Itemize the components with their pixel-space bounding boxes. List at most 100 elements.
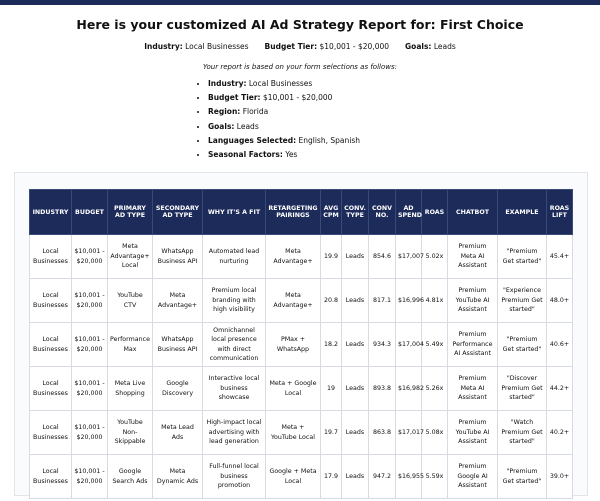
table-cell: Meta + Google Local [265,366,321,411]
table-cell: Leads [341,454,369,499]
table-cell: Interactive local business showcase [202,366,266,411]
column-header: RETARGETING PAIRINGS [265,189,321,235]
selection-item: Industry: Local Businesses [208,77,600,91]
summary-value: Local Businesses [185,42,249,51]
table-cell: "Premium Get started" [497,454,547,499]
column-header: INDUSTRY [29,189,72,235]
table-cell: Google + Meta Local [265,454,321,499]
table-cell: 5.26x [421,366,448,411]
table-cell: $17,007 [395,234,424,279]
selection-item: Region: Florida [208,105,600,119]
table-cell: Local Businesses [29,322,72,367]
summary-item: Goals: Leads [405,42,456,51]
table-cell: $10,001 - $20,000 [71,278,108,323]
summary-item: Budget Tier: $10,001 - $20,000 [265,42,389,51]
selection-item: Seasonal Factors: Yes [208,148,600,162]
table-cell: 947.2 [368,454,396,499]
table-cell: Leads [341,234,369,279]
table-cell: $16,955 [395,454,424,499]
table-cell: Premium YouTube AI Assistant [447,410,498,455]
table-cell: Leads [341,322,369,367]
table-cell: Leads [341,278,369,323]
table-cell: PMax + WhatsApp [265,322,321,367]
summary-label: Industry: [144,42,183,51]
column-header: CONV NO. [368,189,396,235]
table-cell: WhatsApp Business API [152,322,203,367]
table-cell: "Premium Get started" [497,322,547,367]
table-cell: Meta Advantage+ [152,278,203,323]
table-cell: 19.7 [320,410,342,455]
table-cell: Omnichannel local presence with direct c… [202,322,266,367]
table-cell: Leads [341,410,369,455]
table-cell: "Experience Premium Get started" [497,278,547,323]
table-cell: Premium Meta AI Assistant [447,234,498,279]
table-cell: Premium YouTube AI Assistant [447,278,498,323]
table-cell: Local Businesses [29,410,72,455]
table-body: Local Businesses $10,001 - $20,000 Meta Ad… [29,234,573,499]
table-cell: "Watch Premium Get started" [497,410,547,455]
table-cell: 17.9 [320,454,342,499]
table-cell: Premium Meta AI Assistant [447,366,498,411]
column-header: AVG CPM [320,189,342,235]
table-cell: $17,004 [395,322,424,367]
selection-label: Goals: [208,121,235,131]
table-cell: Full-funnel local business promotion [202,454,266,499]
column-header: WHY IT'S A FIT [202,189,266,235]
table-cell: 44.2+ [546,366,573,411]
table-cell: $10,001 - $20,000 [71,454,108,499]
column-header: CHATBOT [447,189,498,235]
table-cell: $10,001 - $20,000 [71,322,108,367]
selection-value: Yes [285,150,298,160]
header-row: INDUSTRY BUDGET PRIMARY AD TYPE SECONDARY A… [29,189,573,235]
table-cell: $16,982 [395,366,424,411]
table-cell: Meta Lead Ads [152,410,203,455]
selection-value: Leads [236,121,259,131]
table-cell: 19.9 [320,234,342,279]
selection-value: $10,001 - $20,000 [262,93,333,103]
summary-value: Leads [433,42,456,51]
table-cell: 45.4+ [546,234,573,279]
table-cell: Meta Advantage+ [265,278,321,323]
table-cell: $10,001 - $20,000 [71,234,108,279]
table-cell: 817.1 [368,278,396,323]
column-header: BUDGET [71,189,108,235]
table-cell: 5.02x [421,234,448,279]
table-cell: $10,001 - $20,000 [71,366,108,411]
column-header: ROAS [421,189,448,235]
top-bar [0,0,600,5]
column-header: ROAS LIFT [546,189,573,235]
table-cell: Local Businesses [29,278,72,323]
summary-item: Industry: Local Businesses [144,42,248,51]
table-cell: YouTube CTV [107,278,153,323]
table-cell: "Discover Premium Get started" [497,366,547,411]
table-cell: 934.3 [368,322,396,367]
table-cell: 20.8 [320,278,342,323]
column-header: CONV. TYPE [341,189,369,235]
table-cell: $10,001 - $20,000 [71,410,108,455]
strategy-table: INDUSTRY BUDGET PRIMARY AD TYPE SECONDARY A… [29,189,573,499]
table-cell: 40.6+ [546,322,573,367]
table-cell: "Premium Get started" [497,234,547,279]
table-cell: $17,017 [395,410,424,455]
selection-label: Budget Tier: [208,93,261,103]
summary: Industry: Local Businesses Budget Tier: $… [0,42,600,51]
table-cell: Premium Performance AI Assistant [447,322,498,367]
table-cell: Local Businesses [29,454,72,499]
table-cell: 4.81x [421,278,448,323]
table-row: Local Businesses $10,001 - $20,000 Google … [29,454,573,499]
summary-label: Goals: [405,42,432,51]
table-cell: Local Businesses [29,234,72,279]
selection-label: Seasonal Factors: [208,150,283,160]
table-cell: 19 [320,366,342,411]
table-cell: Meta Dynamic Ads [152,454,203,499]
column-header: AD SPEND [395,189,422,235]
table-cell: Meta Advantage+ [265,234,321,279]
table-cell: Google Search Ads [107,454,153,499]
table-cell: Meta Advantage+ Local [107,234,153,279]
selection-value: Florida [242,107,269,117]
column-header: PRIMARY AD TYPE [107,189,153,235]
selection-item: Goals: Leads [208,120,600,134]
table-cell: Meta Live Shopping [107,366,153,411]
table-cell: 39.0+ [546,454,573,499]
